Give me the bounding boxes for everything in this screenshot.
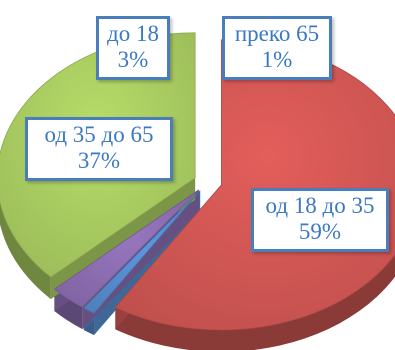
data-label-18-35: од 18 до 35 59% (251, 188, 389, 252)
data-label-text: од 35 до 65 (28, 122, 170, 148)
data-label-percent: 1% (225, 47, 329, 73)
data-label-text: од 18 до 35 (254, 193, 386, 219)
data-label-text: преко 65 (225, 21, 329, 47)
data-label-percent: 3% (99, 47, 167, 73)
data-label-over-65: преко 65 1% (222, 16, 332, 80)
data-label-text: до 18 (99, 21, 167, 47)
data-label-percent: 37% (28, 148, 170, 174)
data-label-percent: 59% (254, 219, 386, 245)
data-label-35-65: од 35 до 65 37% (25, 117, 173, 181)
data-label-under-18: до 18 3% (96, 16, 170, 80)
